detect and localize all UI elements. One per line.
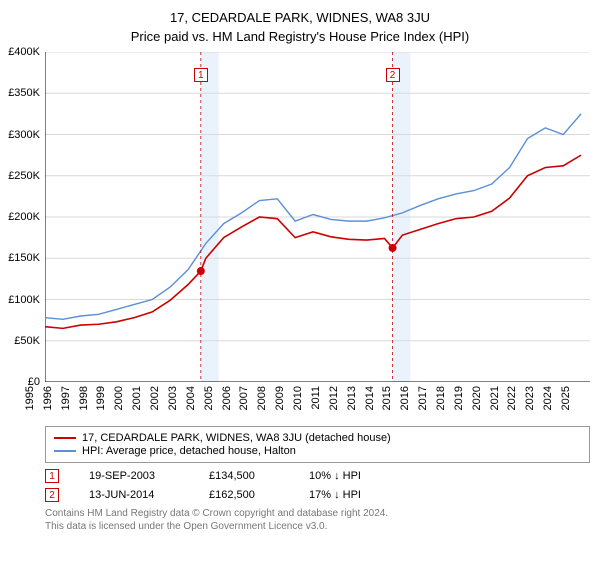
legend-swatch [54, 450, 76, 452]
chart-svg [45, 52, 590, 382]
sale-price: £162,500 [209, 489, 279, 501]
sale-diff: 10% ↓ HPI [309, 470, 399, 482]
legend: 17, CEDARDALE PARK, WIDNES, WA8 3JU (det… [45, 426, 590, 463]
y-tick-label: £100K [0, 294, 40, 306]
sale-price: £134,500 [209, 470, 279, 482]
legend-label: 17, CEDARDALE PARK, WIDNES, WA8 3JU (det… [82, 432, 391, 444]
y-tick-label: £200K [0, 211, 40, 223]
sales-row: 2 13-JUN-2014 £162,500 17% ↓ HPI [45, 488, 590, 502]
legend-item: HPI: Average price, detached house, Halt… [54, 445, 581, 457]
x-axis-labels: 1995199619971998199920002001200220032004… [45, 382, 590, 420]
sale-date: 13-JUN-2014 [89, 489, 179, 501]
sale-date: 19-SEP-2003 [89, 470, 179, 482]
y-tick-label: £300K [0, 129, 40, 141]
x-tick-label: 2025 [560, 386, 600, 410]
page-title-1: 17, CEDARDALE PARK, WIDNES, WA8 3JU [0, 10, 600, 25]
page-title-2: Price paid vs. HM Land Registry's House … [0, 29, 600, 44]
y-tick-label: £350K [0, 87, 40, 99]
legend-swatch [54, 437, 76, 439]
sale-marker-2: 2 [45, 488, 59, 502]
footer-line: Contains HM Land Registry data © Crown c… [45, 507, 590, 520]
sale-marker-1: 1 [45, 469, 59, 483]
y-tick-label: £250K [0, 170, 40, 182]
chart-marker-2: 2 [386, 68, 400, 82]
footer: Contains HM Land Registry data © Crown c… [45, 507, 590, 533]
y-tick-label: £400K [0, 46, 40, 58]
sales-table: 1 19-SEP-2003 £134,500 10% ↓ HPI 2 13-JU… [45, 469, 590, 502]
y-tick-label: £150K [0, 252, 40, 264]
sales-row: 1 19-SEP-2003 £134,500 10% ↓ HPI [45, 469, 590, 483]
chart-marker-1: 1 [194, 68, 208, 82]
footer-line: This data is licensed under the Open Gov… [45, 520, 590, 533]
legend-label: HPI: Average price, detached house, Halt… [82, 445, 296, 457]
y-tick-label: £50K [0, 335, 40, 347]
chart: £0£50K£100K£150K£200K£250K£300K£350K£400… [45, 52, 590, 382]
legend-item: 17, CEDARDALE PARK, WIDNES, WA8 3JU (det… [54, 432, 581, 444]
sale-diff: 17% ↓ HPI [309, 489, 399, 501]
